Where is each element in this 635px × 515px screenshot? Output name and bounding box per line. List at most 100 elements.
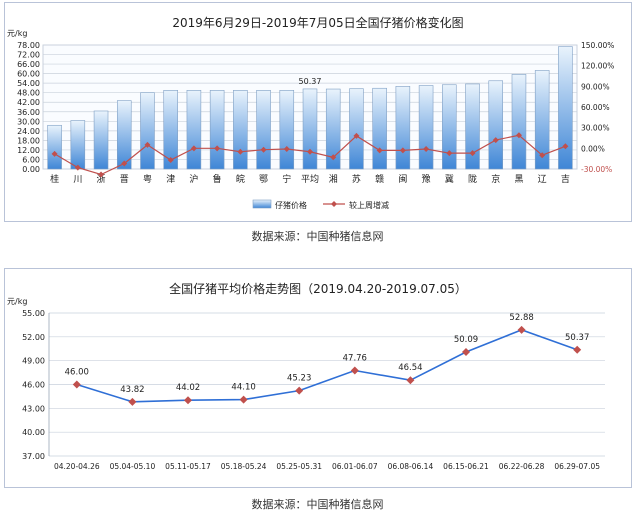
chart2-point-marker [462,348,470,357]
chart1-change-marker [515,132,522,139]
chart1-change-marker [353,132,360,139]
chart2-xtick-label: 06.01-06.07 [332,462,378,471]
chart1-xtick-label: 桂 [50,173,59,185]
chart1-y2tick-label: 120.00% [581,62,614,71]
chart2-value-label: 46.00 [65,368,89,378]
chart2-xtick-label: 05.04-05.10 [110,462,156,471]
chart1-legend-bar-label: 仔猪价格 [275,200,307,210]
chart1-bar [465,83,480,170]
chart2-source: 数据来源：中国种猪信息网 [251,498,384,511]
chart1-xtick-label: 津 [166,174,175,185]
chart1-change-marker [144,141,151,148]
chart1-data-label: 50.37 [299,77,322,86]
chart1-change-marker [214,145,221,152]
chart1-bar [325,88,341,170]
chart1-bar [418,85,434,170]
chart1-xtick-label: 豫 [422,173,431,185]
chart1-bar [209,90,225,170]
chart1-bar [256,90,271,170]
pig-price-trend-chart-panel: 全国仔猪平均价格走势图（2019.04.20-2019.07.05） 元/kg 37… [4,268,632,488]
chart1-source: 数据来源：中国种猪信息网 [251,230,384,243]
chart2-value-label: 50.09 [454,335,478,345]
chart2-value-label: 43.82 [120,385,144,395]
chart1-bar [140,92,155,170]
chart2-ytick-label: 40.00 [22,428,45,437]
chart2-ytick-label: 37.00 [22,452,45,461]
chart1-bar [116,100,132,170]
chart1-bar [372,87,387,170]
chart1-legend-line-marker [331,201,337,207]
chart1-bar [558,46,573,170]
chart1-xtick-label: 京 [491,173,500,185]
chart1-xtick-label: 粤 [143,173,152,185]
chart1-xtick-label: 闽 [398,173,407,185]
chart2-xtick-label: 06.22-06.28 [499,462,545,471]
chart2-ylabel: 元/kg [7,297,27,306]
chart2-point-marker [350,366,359,375]
chart1-change-marker [469,150,476,157]
chart1-ytick-label: 48.00 [17,89,40,98]
chart1-change-marker [562,143,569,150]
chart2-point-marker [295,386,304,395]
chart1-ytick-label: 36.00 [17,108,40,117]
chart1-xtick-label: 吉 [561,174,570,185]
chart1-bar [349,88,364,170]
chart2-trend-line [76,328,578,403]
chart1-change-marker [446,150,453,157]
chart1-legend-line-label: 较上周增减 [349,200,389,210]
chart1-bar [534,70,550,170]
chart1-change-marker [260,146,267,153]
chart1-xtick-label: 苏 [352,173,361,185]
chart2-value-label: 44.02 [176,383,200,393]
chart2-ytick-label: 52.00 [22,333,45,342]
chart1-ylabel: 元/kg [7,29,27,38]
chart2-xtick-label: 06.29-07.05 [554,462,600,471]
chart1-xtick-label: 赣 [375,173,384,185]
chart1-bar [488,80,504,170]
chart1-legend-bar-swatch [252,199,272,209]
chart1-y2tick-label: 150.00% [581,41,614,50]
chart2-point-marker [128,397,137,406]
chart1-xtick-label: 宁 [282,173,291,185]
chart1-title: 2019年6月29日-2019年7月05日全国仔猪价格变化图 [172,15,463,30]
chart1-xtick-label: 辽 [538,174,547,185]
chart1-bar [47,124,62,170]
chart1-bar [70,120,86,170]
chart1-bar [279,90,295,170]
chart1-y2tick-label: 0.00% [581,144,605,153]
chart1-xtick-label: 川 [73,175,82,185]
chart2-value-label: 50.37 [565,333,589,343]
chart2-value-label: 45.23 [287,374,311,384]
chart1-ytick-label: 18.00 [17,136,40,145]
chart2-xtick-label: 06.08-06.14 [388,462,434,471]
chart1-ytick-label: 78.00 [17,41,40,50]
chart2-xtick-label: 05.25-05.31 [276,462,322,471]
chart1-change-marker [74,164,81,171]
chart1-xtick-label: 皖 [236,173,245,185]
chart1-xtick-label: 陇 [468,173,477,185]
chart2-point-marker [517,325,526,334]
chart1-bar [302,88,318,170]
chart2-point-marker [72,380,81,389]
chart1-bar [395,86,411,170]
chart1-bar [163,90,178,170]
chart2-title: 全国仔猪平均价格走势图（2019.04.20-2019.07.05） [169,281,467,296]
chart2-ytick-label: 43.00 [22,404,45,413]
chart1-xtick-label: 湘 [329,173,338,185]
chart1-ytick-label: 30.00 [17,117,40,126]
chart1-bar [93,110,109,170]
chart1-xtick-label: 晋 [120,174,129,185]
chart1-ytick-label: 72.00 [17,51,40,60]
chart1-change-marker [492,137,499,144]
chart1-bar [233,90,248,170]
chart2-ytick-label: 46.00 [22,381,45,390]
chart1-change-marker [399,147,406,154]
chart1-y2tick-label: 30.00% [581,124,610,133]
pig-price-bar-chart-panel: 2019年6月29日-2019年7月05日全国仔猪价格变化图 元/kg 0.00 6.… [4,2,632,222]
chart1-change-marker [190,145,197,152]
chart1-xtick-label: 浙 [97,173,106,185]
chart1-y2tick-label: 60.00% [581,103,610,112]
chart1-ytick-label: 42.00 [17,98,40,107]
chart2-value-label: 46.54 [398,363,422,373]
